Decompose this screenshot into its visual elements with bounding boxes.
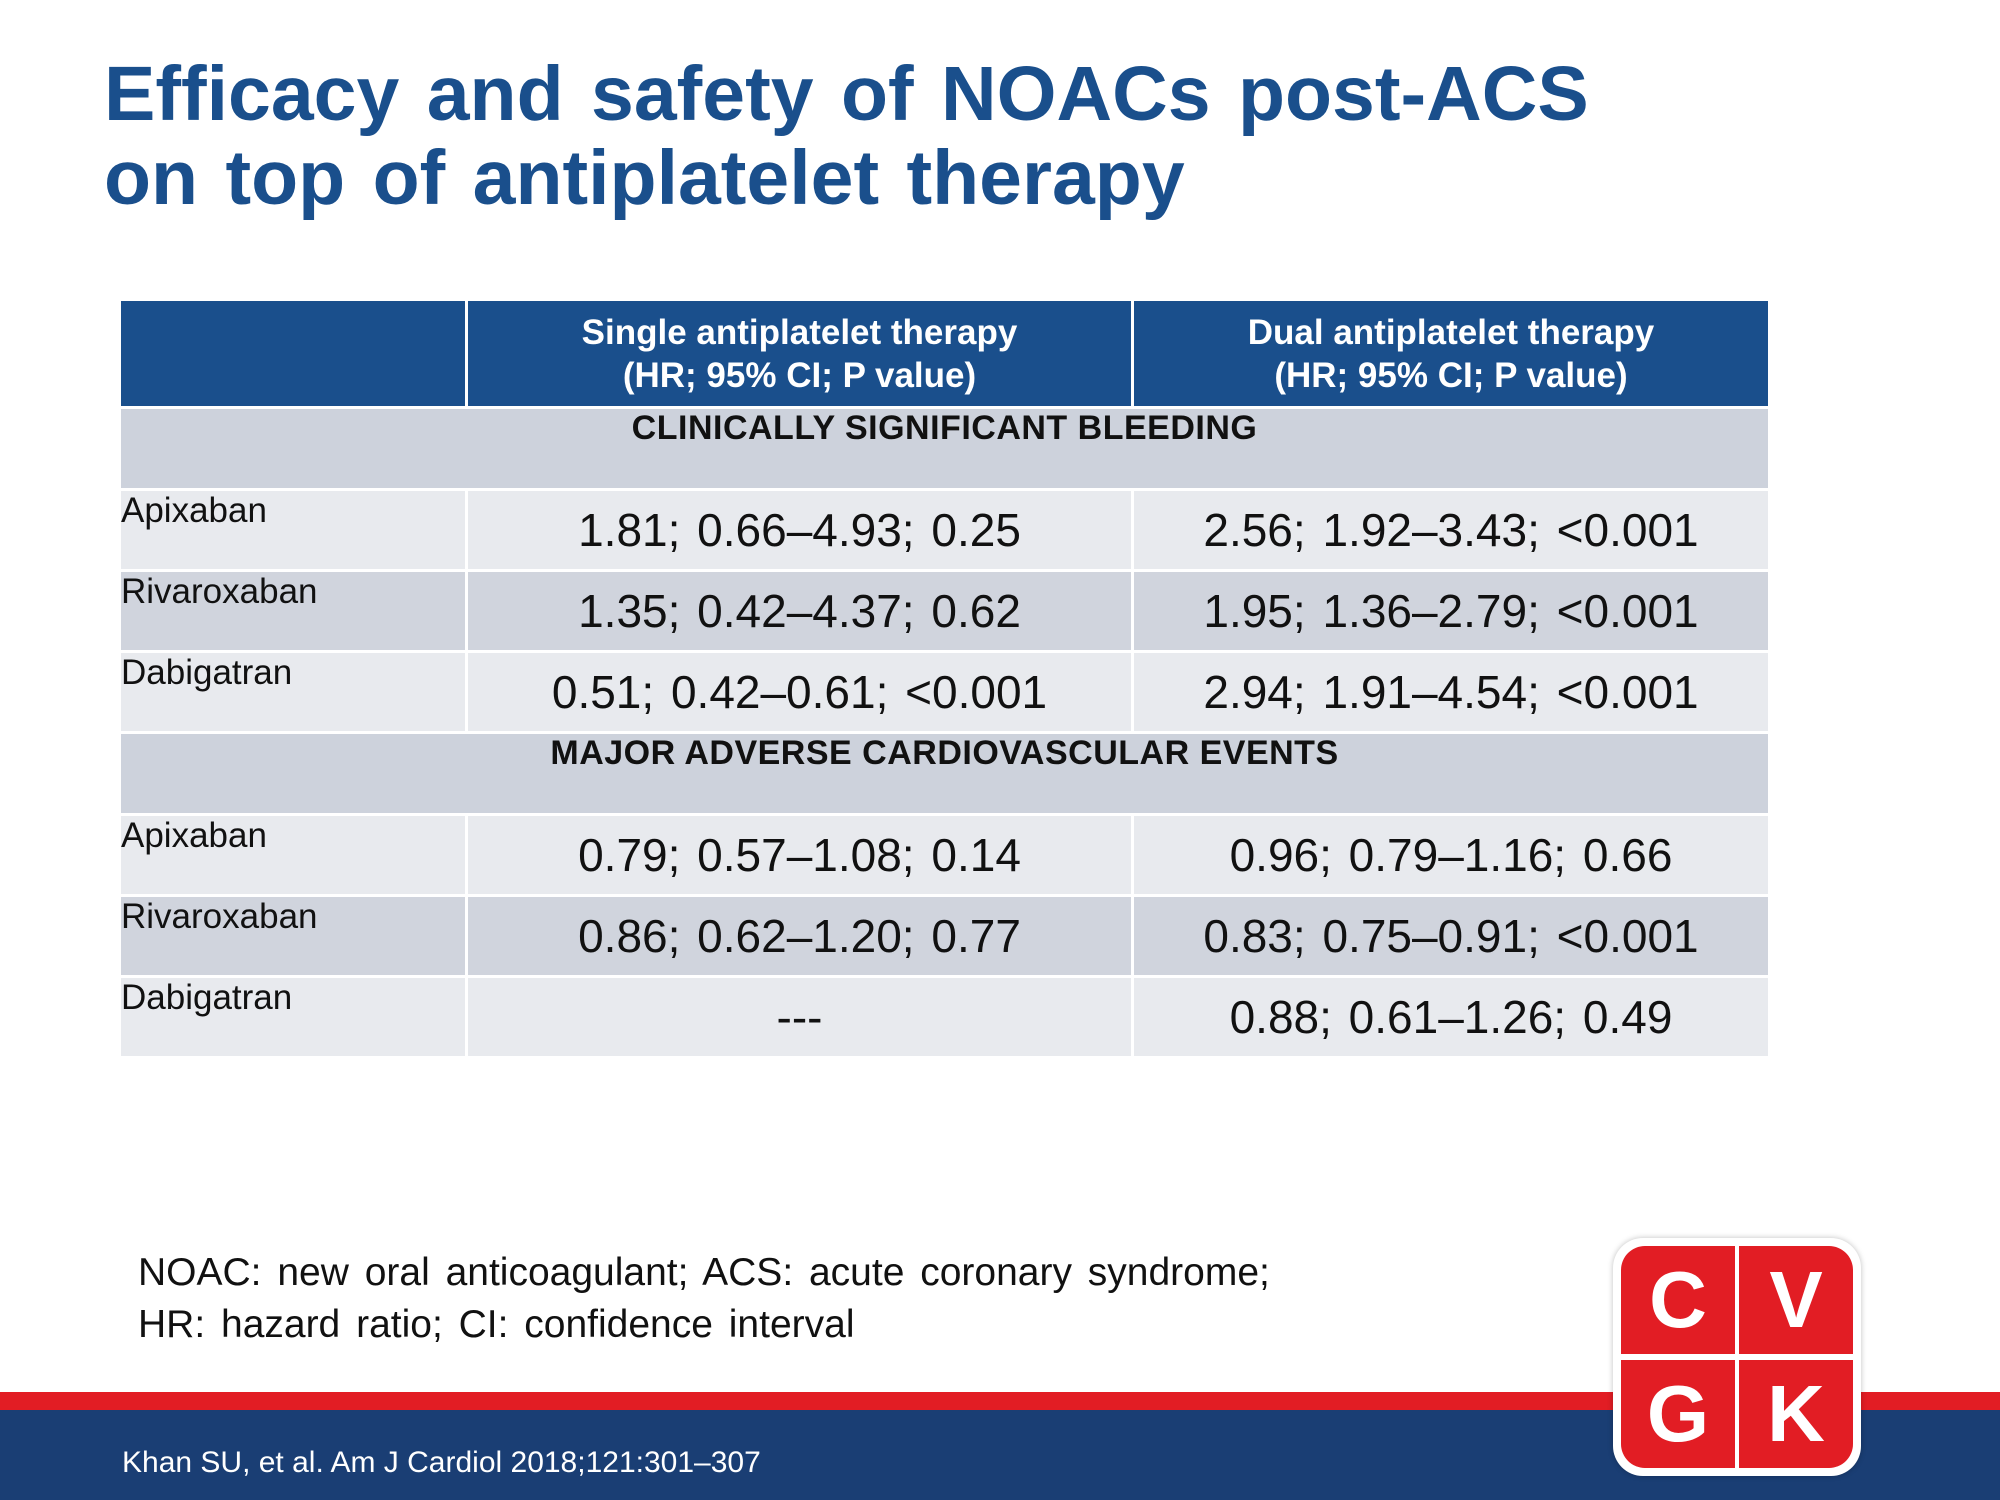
citation: Khan SU, et al. Am J Cardiol 2018;121:30… [122,1446,761,1479]
single-value: 1.35; 0.42–4.37; 0.62 [465,569,1134,653]
footer-accent-line [0,1392,2000,1410]
drug-name: Dabigatran [118,975,468,1059]
single-value: 0.86; 0.62–1.20; 0.77 [465,894,1134,978]
header-single-line-1: Single antiplatelet therapy [581,312,1018,352]
logo-letter-k: K [1739,1360,1853,1468]
table-row: Rivaroxaban 0.86; 0.62–1.20; 0.77 0.83; … [118,894,1771,978]
logo-letter-c: C [1621,1246,1735,1354]
section-title-mace: MAJOR ADVERSE CARDIOVASCULAR EVENTS [118,731,1771,816]
header-dual-antiplatelet: Dual antiplatelet therapy (HR; 95% CI; P… [1131,298,1771,409]
drug-name: Rivaroxaban [118,569,468,653]
header-drug-column [118,298,468,409]
results-table: Single antiplatelet therapy (HR; 95% CI;… [118,298,1771,1059]
table-row: Dabigatran 0.51; 0.42–0.61; <0.001 2.94;… [118,650,1771,734]
cvgk-logo: C V G K [1613,1238,1861,1476]
slide-title: Efficacy and safety of NOACs post-ACS on… [104,52,1804,220]
table-row: Dabigatran --- 0.88; 0.61–1.26; 0.49 [118,975,1771,1059]
slide-title-line-2: on top of antiplatelet therapy [104,135,1185,221]
single-value: 0.79; 0.57–1.08; 0.14 [465,813,1134,897]
section-row-mace: MAJOR ADVERSE CARDIOVASCULAR EVENTS [118,731,1771,816]
footnote-line-2: HR: hazard ratio; CI: confidence interva… [138,1303,855,1346]
section-title-bleeding: CLINICALLY SIGNIFICANT BLEEDING [118,406,1771,491]
abbreviations-footnote: NOAC: new oral anticoagulant; ACS: acute… [138,1247,1270,1351]
drug-name: Apixaban [118,488,468,572]
header-dual-line-2: (HR; 95% CI; P value) [1274,355,1628,395]
header-dual-line-1: Dual antiplatelet therapy [1247,312,1655,352]
footnote-line-1: NOAC: new oral anticoagulant; ACS: acute… [138,1251,1270,1294]
logo-letter-g: G [1621,1360,1735,1468]
table-header-row: Single antiplatelet therapy (HR; 95% CI;… [118,298,1771,409]
single-value: 1.81; 0.66–4.93; 0.25 [465,488,1134,572]
single-value: --- [465,975,1134,1059]
header-single-line-2: (HR; 95% CI; P value) [622,355,977,395]
drug-name: Apixaban [118,813,468,897]
dual-value: 2.94; 1.91–4.54; <0.001 [1131,650,1771,734]
drug-name: Dabigatran [118,650,468,734]
table-row: Apixaban 0.79; 0.57–1.08; 0.14 0.96; 0.7… [118,813,1771,897]
single-value: 0.51; 0.42–0.61; <0.001 [465,650,1134,734]
dual-value: 0.96; 0.79–1.16; 0.66 [1131,813,1771,897]
dual-value: 1.95; 1.36–2.79; <0.001 [1131,569,1771,653]
dual-value: 2.56; 1.92–3.43; <0.001 [1131,488,1771,572]
drug-name: Rivaroxaban [118,894,468,978]
section-row-bleeding: CLINICALLY SIGNIFICANT BLEEDING [118,406,1771,491]
header-single-antiplatelet: Single antiplatelet therapy (HR; 95% CI;… [465,298,1134,409]
dual-value: 0.88; 0.61–1.26; 0.49 [1131,975,1771,1059]
table-row: Apixaban 1.81; 0.66–4.93; 0.25 2.56; 1.9… [118,488,1771,572]
table-row: Rivaroxaban 1.35; 0.42–4.37; 0.62 1.95; … [118,569,1771,653]
slide-title-line-1: Efficacy and safety of NOACs post-ACS [104,51,1589,137]
logo-letter-v: V [1739,1246,1853,1354]
dual-value: 0.83; 0.75–0.91; <0.001 [1131,894,1771,978]
